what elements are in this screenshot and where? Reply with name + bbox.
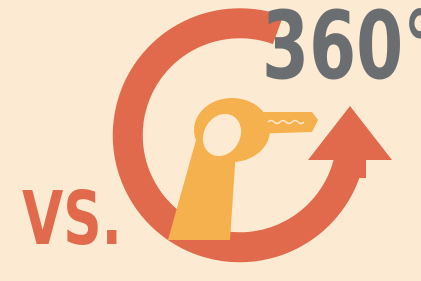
vs-label: VS.: [22, 176, 122, 262]
key-blade: [252, 112, 318, 134]
badge-text: 360°: [262, 0, 421, 101]
illustration: 360° VS.: [0, 0, 421, 281]
